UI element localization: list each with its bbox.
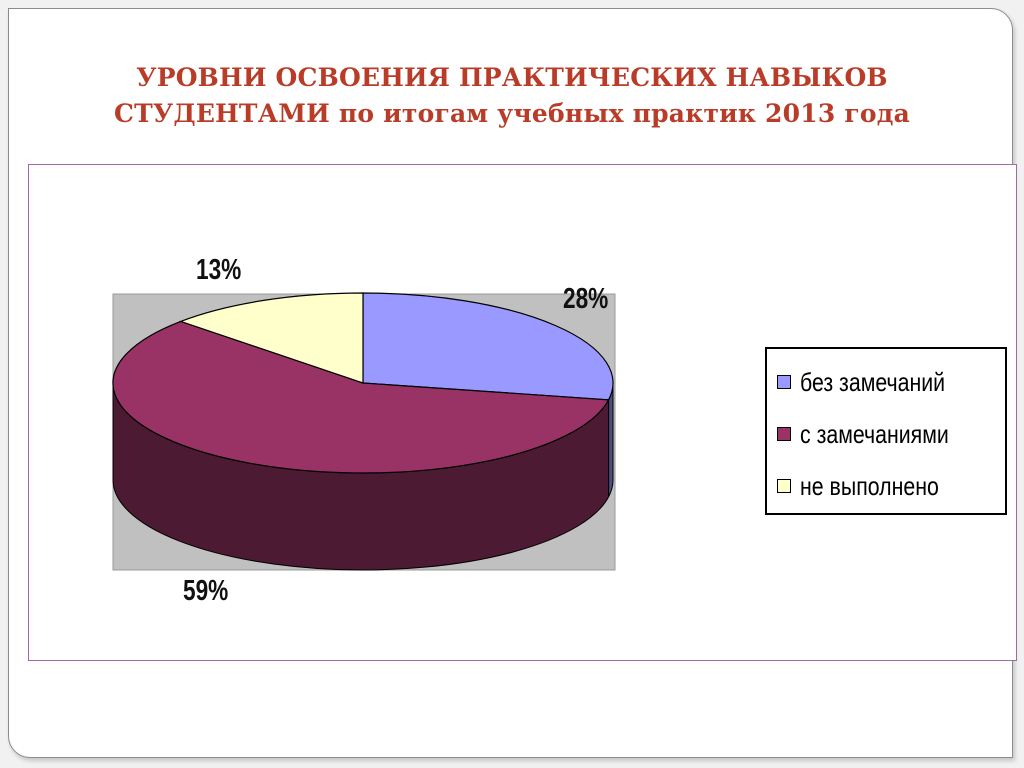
legend-swatch-icon	[777, 375, 791, 389]
legend-swatch-icon	[777, 479, 791, 493]
pie-slice-1	[112, 320, 610, 474]
legend-item-s-zamechaniyami: с замечаниями	[777, 419, 981, 449]
legend-swatch-icon	[777, 427, 791, 441]
legend-label: не выполнено	[800, 470, 939, 501]
slide-title-line-2: СТУДЕНТАМИ по итогам учебных практик 201…	[114, 99, 910, 128]
slide-title: УРОВНИ ОСВОЕНИЯ ПРАКТИЧЕСКИХ НАВЫКОВ СТУ…	[40, 60, 984, 132]
legend-label: без замечаний	[800, 366, 946, 397]
legend-item-ne-vypolneno: не выполнено	[777, 471, 969, 501]
pie-slice-2	[178, 292, 364, 384]
legend-label: с замечаниями	[800, 418, 949, 449]
pie-slice-0	[362, 292, 614, 401]
data-label-s-zamechaniyami: 59%	[183, 575, 229, 607]
chart-legend: без замечаний с замечаниями не выполнено	[765, 347, 1007, 515]
pie-side-0	[608, 382, 614, 498]
data-label-ne-vypolneno: 13%	[196, 254, 242, 286]
slide-title-line-1: УРОВНИ ОСВОЕНИЯ ПРАКТИЧЕСКИХ НАВЫКОВ	[136, 63, 888, 92]
data-label-bez-zamechaniy: 28%	[563, 283, 609, 315]
legend-item-bez-zamechaniy: без замечаний	[777, 367, 977, 397]
